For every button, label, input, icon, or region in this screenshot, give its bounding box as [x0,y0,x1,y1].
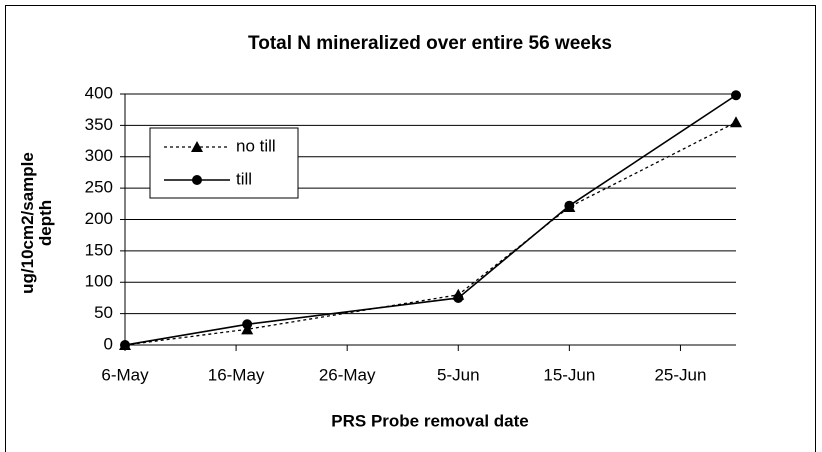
legend-box [149,127,299,199]
y-tick-label: 0 [104,334,113,353]
y-tick-label: 50 [94,303,113,322]
x-tick-label: 16-May [208,365,265,384]
legend-label: till [236,169,252,188]
y-axis-title: ug/10cm2/sample depth [18,152,55,294]
marker [731,90,741,101]
y-tick-label: 100 [85,272,113,291]
marker [120,340,130,350]
y-tick-label: 250 [85,178,113,197]
x-tick-label: 5-Jun [437,365,480,384]
x-tick-label: 26-May [319,365,376,384]
legend-label: no till [236,136,276,155]
y-tick-label: 200 [85,209,113,228]
x-tick-label: 6-May [101,365,149,384]
marker [453,292,464,303]
legend-marker [191,141,203,152]
x-tick-label: 15-Jun [543,365,595,384]
y-tick-label: 350 [85,115,113,134]
legend-marker [192,175,202,185]
x-axis-title: PRS Probe removal date [331,411,528,430]
marker [730,116,742,128]
y-tick-label: 400 [85,83,113,102]
y-tick-label: 300 [85,146,113,165]
chart-border [5,5,816,452]
chart-title: Total N mineralized over entire 56 weeks [248,33,612,54]
y-tick-label: 150 [85,240,113,259]
marker [564,200,575,211]
marker [242,319,253,330]
x-tick-label: 25-Jun [654,365,706,384]
